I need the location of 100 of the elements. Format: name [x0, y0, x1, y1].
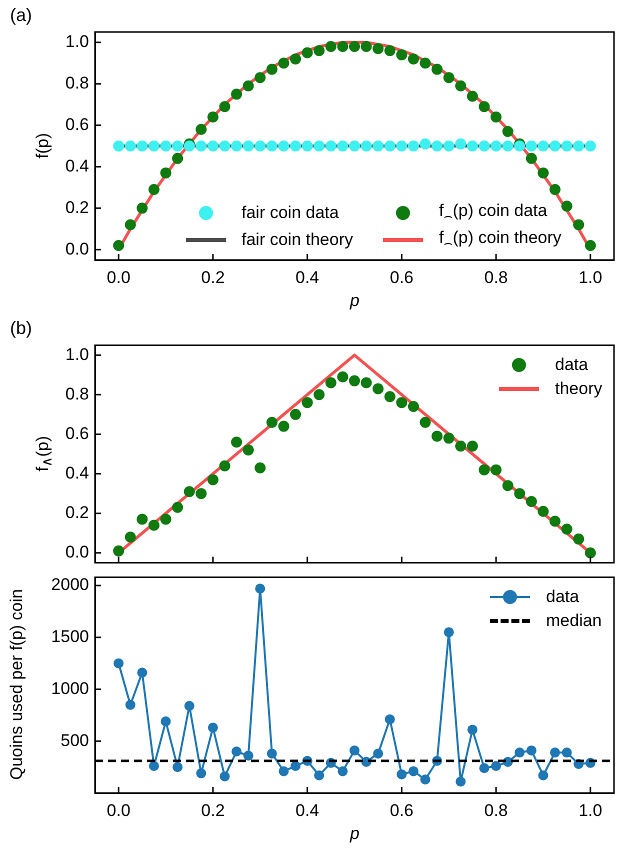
point	[278, 766, 289, 776]
point	[514, 747, 525, 758]
point	[584, 140, 596, 152]
point	[254, 140, 266, 152]
point	[432, 64, 443, 75]
x-tick-label: 0.8	[484, 268, 508, 287]
x-tick-label: 0.6	[390, 268, 414, 287]
point	[113, 240, 124, 251]
point	[337, 371, 348, 382]
point	[455, 138, 466, 150]
point	[208, 722, 218, 732]
point	[137, 667, 148, 678]
point	[420, 138, 431, 150]
point	[490, 140, 502, 152]
x-tick-label: 0.2	[201, 800, 225, 820]
point	[254, 72, 266, 84]
point	[113, 545, 124, 556]
point	[148, 760, 159, 771]
point	[243, 750, 254, 760]
point	[396, 140, 408, 152]
point	[526, 745, 536, 756]
point	[242, 140, 254, 152]
point	[196, 124, 207, 135]
point	[160, 514, 172, 525]
point	[455, 80, 466, 92]
point	[538, 167, 549, 178]
text: (a)	[10, 5, 32, 25]
point	[373, 748, 384, 758]
point	[325, 377, 336, 388]
legend-label: data	[546, 586, 580, 607]
y-tick-label: 0.2	[65, 502, 89, 522]
point	[184, 700, 194, 711]
y-tick-label: 1000	[51, 678, 89, 698]
point	[360, 377, 372, 388]
point	[396, 49, 408, 60]
y-tick-label: 1500	[51, 626, 89, 646]
legend-label: data	[555, 354, 588, 375]
point	[443, 72, 454, 84]
point	[408, 766, 418, 776]
point	[444, 626, 454, 637]
point	[290, 760, 301, 771]
x-tick-label: 0.2	[201, 268, 225, 287]
point	[196, 488, 207, 499]
x-tick-label: 0.6	[390, 800, 414, 820]
point	[242, 444, 254, 456]
point	[396, 769, 407, 780]
point	[125, 700, 136, 710]
point	[573, 140, 584, 152]
point	[466, 90, 478, 102]
point	[538, 140, 549, 152]
point	[220, 771, 230, 782]
point	[184, 486, 195, 497]
y-tick-label: 0.8	[65, 74, 89, 93]
point	[478, 101, 490, 112]
point	[231, 140, 242, 152]
point	[254, 462, 266, 474]
point	[290, 53, 302, 64]
point	[349, 140, 360, 152]
y-tick-label: 1.0	[65, 344, 89, 364]
x-tick-label: 1.0	[578, 800, 602, 820]
point	[467, 724, 478, 735]
point	[314, 770, 324, 780]
point	[420, 774, 430, 784]
point	[491, 760, 502, 771]
point	[124, 531, 136, 542]
point	[266, 64, 278, 75]
point	[314, 388, 325, 400]
point	[278, 140, 290, 152]
point	[314, 45, 325, 56]
point	[550, 516, 561, 527]
point	[232, 746, 242, 756]
point	[526, 152, 537, 164]
point	[136, 202, 148, 214]
point	[514, 140, 526, 152]
point	[550, 184, 561, 196]
y-tick-label: 2000	[51, 574, 89, 594]
point	[172, 502, 184, 513]
point	[337, 41, 348, 52]
point	[538, 506, 549, 517]
point	[573, 533, 584, 544]
point	[526, 496, 537, 507]
point	[420, 58, 431, 69]
point	[148, 140, 160, 152]
point	[455, 440, 466, 452]
point	[337, 140, 348, 152]
y-tick-label: 0.6	[65, 114, 89, 134]
point	[196, 140, 207, 152]
point	[432, 140, 443, 152]
point	[266, 140, 278, 152]
point	[266, 416, 278, 428]
point	[514, 488, 526, 499]
point	[242, 80, 254, 92]
point	[561, 523, 572, 534]
x-tick-label: 0.4	[296, 800, 320, 820]
point	[219, 101, 230, 112]
point	[350, 745, 360, 756]
point	[325, 41, 336, 52]
point	[160, 140, 172, 152]
point	[278, 420, 290, 432]
y-tick-label: 0.4	[65, 156, 89, 176]
